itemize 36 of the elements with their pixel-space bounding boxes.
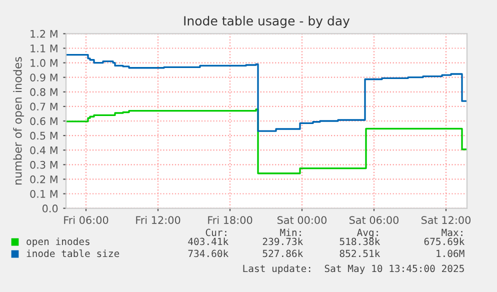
text: 675.69k — [424, 238, 465, 246]
chart-title: Inode table usage - by day — [184, 16, 350, 28]
legend-label: open inodes — [26, 238, 90, 248]
text: Max: — [442, 228, 462, 236]
y-tick-label: 0.0 — [42, 204, 58, 212]
y-tick-label: 1.0 M — [30, 59, 58, 67]
text: 852.51k — [340, 250, 380, 258]
text: Cur: — [206, 228, 226, 236]
text: Last update: Sat May 10 13:45:00 2025 — [243, 264, 464, 274]
x-tick-label: Fri 18:00 — [208, 216, 252, 224]
y-tick-label: 0.3 M — [30, 160, 58, 169]
y-tick-label: 0.7 M — [30, 102, 58, 111]
x-tick-label: Fri 12:00 — [136, 216, 180, 224]
x-tick-label: Sat 06:00 — [349, 216, 399, 224]
y-tick-label: 0.5 M — [30, 132, 58, 140]
y-axis-title: number of open inodes — [13, 57, 24, 184]
y-tick-label: 1.1 M — [30, 44, 58, 52]
x-tick-label: Fri 06:00 — [64, 216, 108, 224]
x-tick-label: Sat 00:00 — [277, 216, 327, 224]
y-tick-label: 0.6 M — [30, 117, 58, 126]
text: 734.60k — [188, 250, 228, 258]
x-tick-label: Sat 12:00 — [421, 216, 471, 224]
y-tick-label: 0.8 M — [30, 88, 58, 96]
y-tick-label: 0.1 M — [30, 190, 58, 198]
y-tick-label: 1.2 M — [30, 30, 58, 38]
text: 518.38k — [340, 238, 380, 246]
text: 1.06M — [436, 250, 464, 258]
text: 403.41k — [188, 238, 228, 246]
text: Avg: — [356, 228, 378, 238]
text: 527.86k — [262, 250, 304, 258]
legend-label: inode table size — [26, 250, 120, 258]
y-tick-label: 0.9 M — [30, 74, 58, 82]
text: 239.73k — [262, 238, 304, 246]
y-tick-label: 0.4 M — [30, 146, 58, 154]
text: Min: — [280, 228, 301, 236]
y-tick-label: 0.2 M — [30, 175, 58, 184]
